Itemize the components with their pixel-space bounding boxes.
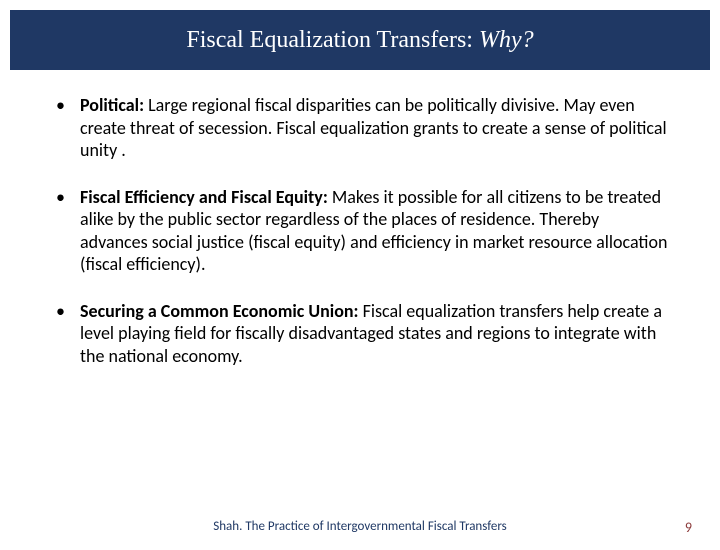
bullet-body: Fiscal Efficiency and Fiscal Equity: Mak… xyxy=(80,186,670,276)
bullet-marker: • xyxy=(50,300,80,368)
title-bar: Fiscal Equalization Transfers: Why? xyxy=(10,10,710,70)
bullet-lead: Fiscal Efficiency and Fiscal Equity: xyxy=(80,186,328,208)
bullet-text: Large regional fiscal disparities can be… xyxy=(80,94,667,161)
bullet-marker: • xyxy=(50,186,80,276)
bullet-lead: Political: xyxy=(80,94,144,116)
bullet-marker: • xyxy=(50,94,80,162)
content-area: • Political: Large regional fiscal dispa… xyxy=(0,70,720,367)
bullet-body: Securing a Common Economic Union: Fiscal… xyxy=(80,300,670,368)
slide-title: Fiscal Equalization Transfers: Why? xyxy=(186,27,533,54)
bullet-body: Political: Large regional fiscal dispari… xyxy=(80,94,670,162)
title-why: Why? xyxy=(479,27,534,53)
bullet-item: • Political: Large regional fiscal dispa… xyxy=(50,94,670,162)
title-prefix: Fiscal Equalization Transfers: xyxy=(186,27,479,53)
page-number: 9 xyxy=(685,519,692,536)
bullet-item: • Fiscal Efficiency and Fiscal Equity: M… xyxy=(50,186,670,276)
footer-citation: Shah. The Practice of Intergovernmental … xyxy=(0,519,720,534)
bullet-item: • Securing a Common Economic Union: Fisc… xyxy=(50,300,670,368)
bullet-lead: Securing a Common Economic Union: xyxy=(80,300,359,322)
